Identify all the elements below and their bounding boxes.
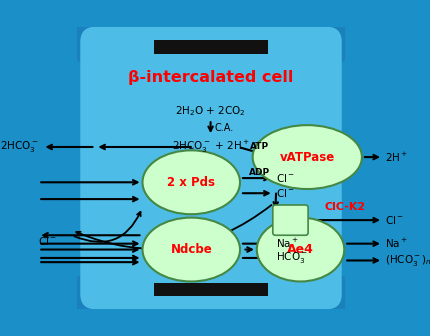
Text: Ae4: Ae4 bbox=[286, 243, 313, 256]
Text: Cl$^-$: Cl$^-$ bbox=[38, 235, 57, 247]
Text: Na$^+$: Na$^+$ bbox=[384, 237, 407, 250]
FancyBboxPatch shape bbox=[77, 276, 344, 314]
Text: Cl$^-$: Cl$^-$ bbox=[276, 187, 295, 199]
Text: ClC-K2: ClC-K2 bbox=[323, 202, 364, 212]
FancyBboxPatch shape bbox=[272, 205, 307, 235]
Text: Na$^+$: Na$^+$ bbox=[276, 237, 298, 250]
Text: ADP: ADP bbox=[248, 168, 269, 177]
Bar bbox=[154, 40, 267, 54]
Text: C.A.: C.A. bbox=[214, 123, 233, 133]
Text: 2H$^+$: 2H$^+$ bbox=[384, 151, 407, 164]
Ellipse shape bbox=[256, 218, 344, 282]
Ellipse shape bbox=[252, 125, 361, 189]
Ellipse shape bbox=[142, 150, 240, 214]
Text: β-intercalated cell: β-intercalated cell bbox=[128, 71, 292, 85]
Text: 2HCO$_3^-$: 2HCO$_3^-$ bbox=[0, 139, 38, 155]
Text: 2H$_2$O + 2CO$_2$: 2H$_2$O + 2CO$_2$ bbox=[175, 104, 246, 118]
Text: ATP: ATP bbox=[249, 142, 268, 151]
Text: Cl$^-$: Cl$^-$ bbox=[384, 214, 402, 226]
FancyBboxPatch shape bbox=[77, 24, 344, 62]
Text: vATPase: vATPase bbox=[279, 151, 334, 164]
Text: (HCO$_3^-$)$_n$: (HCO$_3^-$)$_n$ bbox=[384, 253, 430, 268]
Ellipse shape bbox=[142, 218, 240, 282]
Text: Ndcbe: Ndcbe bbox=[170, 243, 212, 256]
Text: 2HCO$_3^-$ + 2H$^+$: 2HCO$_3^-$ + 2H$^+$ bbox=[171, 139, 249, 155]
Bar bbox=[154, 283, 267, 296]
Text: Cl$^-$: Cl$^-$ bbox=[276, 172, 295, 184]
FancyBboxPatch shape bbox=[80, 27, 341, 309]
Text: 2 x Pds: 2 x Pds bbox=[167, 176, 215, 189]
Text: HCO$_3^-$: HCO$_3^-$ bbox=[276, 250, 307, 265]
